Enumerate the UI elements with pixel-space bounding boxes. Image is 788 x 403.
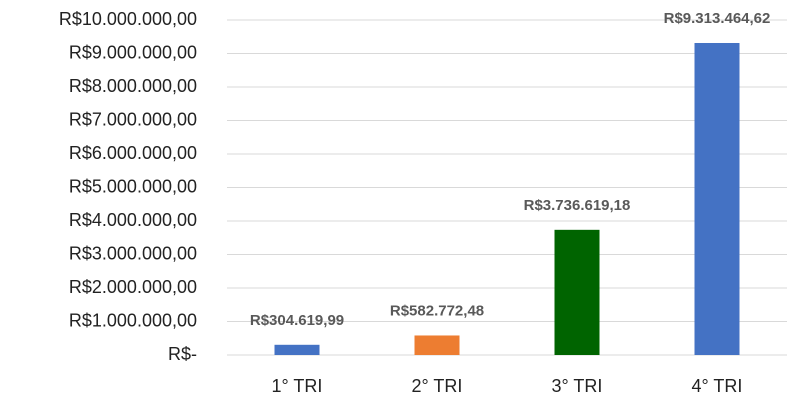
data-label: R$582.772,48 bbox=[390, 302, 484, 319]
bar bbox=[274, 344, 320, 355]
y-tick-label: R$7.000.000,00 bbox=[69, 109, 197, 129]
x-tick-label: 1° TRI bbox=[272, 376, 323, 396]
data-label: R$3.736.619,18 bbox=[524, 197, 631, 214]
x-tick-label: 4° TRI bbox=[692, 376, 743, 396]
y-tick-label: R$8.000.000,00 bbox=[69, 76, 197, 96]
y-tick-label: R$6.000.000,00 bbox=[69, 143, 197, 163]
bar bbox=[414, 335, 460, 355]
y-tick-label: R$5.000.000,00 bbox=[69, 176, 197, 196]
y-tick-label: R$3.000.000,00 bbox=[69, 243, 197, 263]
bar bbox=[554, 229, 600, 355]
y-tick-label: R$10.000.000,00 bbox=[59, 9, 197, 29]
y-tick-label: R$1.000.000,00 bbox=[69, 310, 197, 330]
y-tick-label: R$9.000.000,00 bbox=[69, 42, 197, 62]
data-label: R$9.313.464,62 bbox=[664, 10, 771, 27]
y-tick-label: R$2.000.000,00 bbox=[69, 277, 197, 297]
data-label: R$304.619,99 bbox=[250, 312, 344, 329]
bar bbox=[694, 42, 740, 356]
y-tick-label: R$4.000.000,00 bbox=[69, 210, 197, 230]
y-tick-label: R$- bbox=[168, 344, 197, 364]
x-tick-label: 3° TRI bbox=[552, 376, 603, 396]
x-tick-label: 2° TRI bbox=[412, 376, 463, 396]
